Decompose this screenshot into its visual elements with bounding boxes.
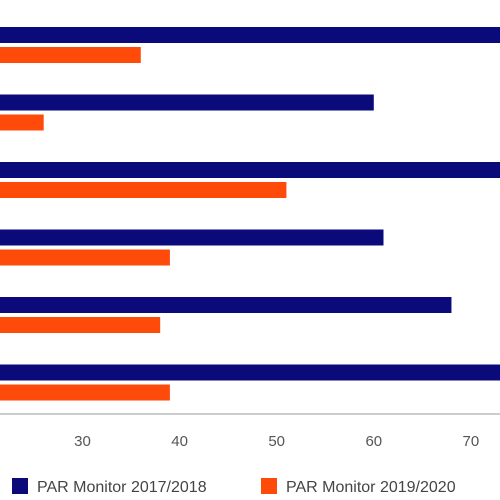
bar-series-1-row-1 xyxy=(0,27,500,43)
bar-series-1-row-5 xyxy=(0,297,452,313)
bar-series-1-row-3 xyxy=(0,162,500,178)
bar-series-2-row-2 xyxy=(0,114,44,131)
bar-series-1-row-2 xyxy=(0,94,374,111)
bar-series-2-row-3 xyxy=(0,182,287,198)
x-tick-label: 30 xyxy=(74,433,91,450)
bar-series-1-row-6 xyxy=(0,364,500,381)
x-tick-label: 40 xyxy=(171,433,188,450)
x-axis-ticks: 30 40 50 60 70 xyxy=(74,433,479,450)
x-tick-label: 70 xyxy=(463,433,480,450)
legend: PAR Monitor 2017/2018 PAR Monitor 2019/20… xyxy=(12,478,456,496)
legend-swatch-2 xyxy=(261,478,277,494)
legend-swatch-1 xyxy=(12,478,28,494)
x-tick-label: 60 xyxy=(365,433,382,450)
bar-series-2-row-6 xyxy=(0,384,170,401)
bar-series-2-row-1 xyxy=(0,47,141,63)
legend-label-2: PAR Monitor 2019/2020 xyxy=(286,479,456,496)
bar-series-2-row-4 xyxy=(0,249,170,266)
x-tick-label: 50 xyxy=(268,433,285,450)
bars-group xyxy=(0,27,500,401)
legend-label-1: PAR Monitor 2017/2018 xyxy=(37,479,207,496)
bar-series-2-row-5 xyxy=(0,317,161,333)
bar-series-1-row-4 xyxy=(0,229,384,246)
